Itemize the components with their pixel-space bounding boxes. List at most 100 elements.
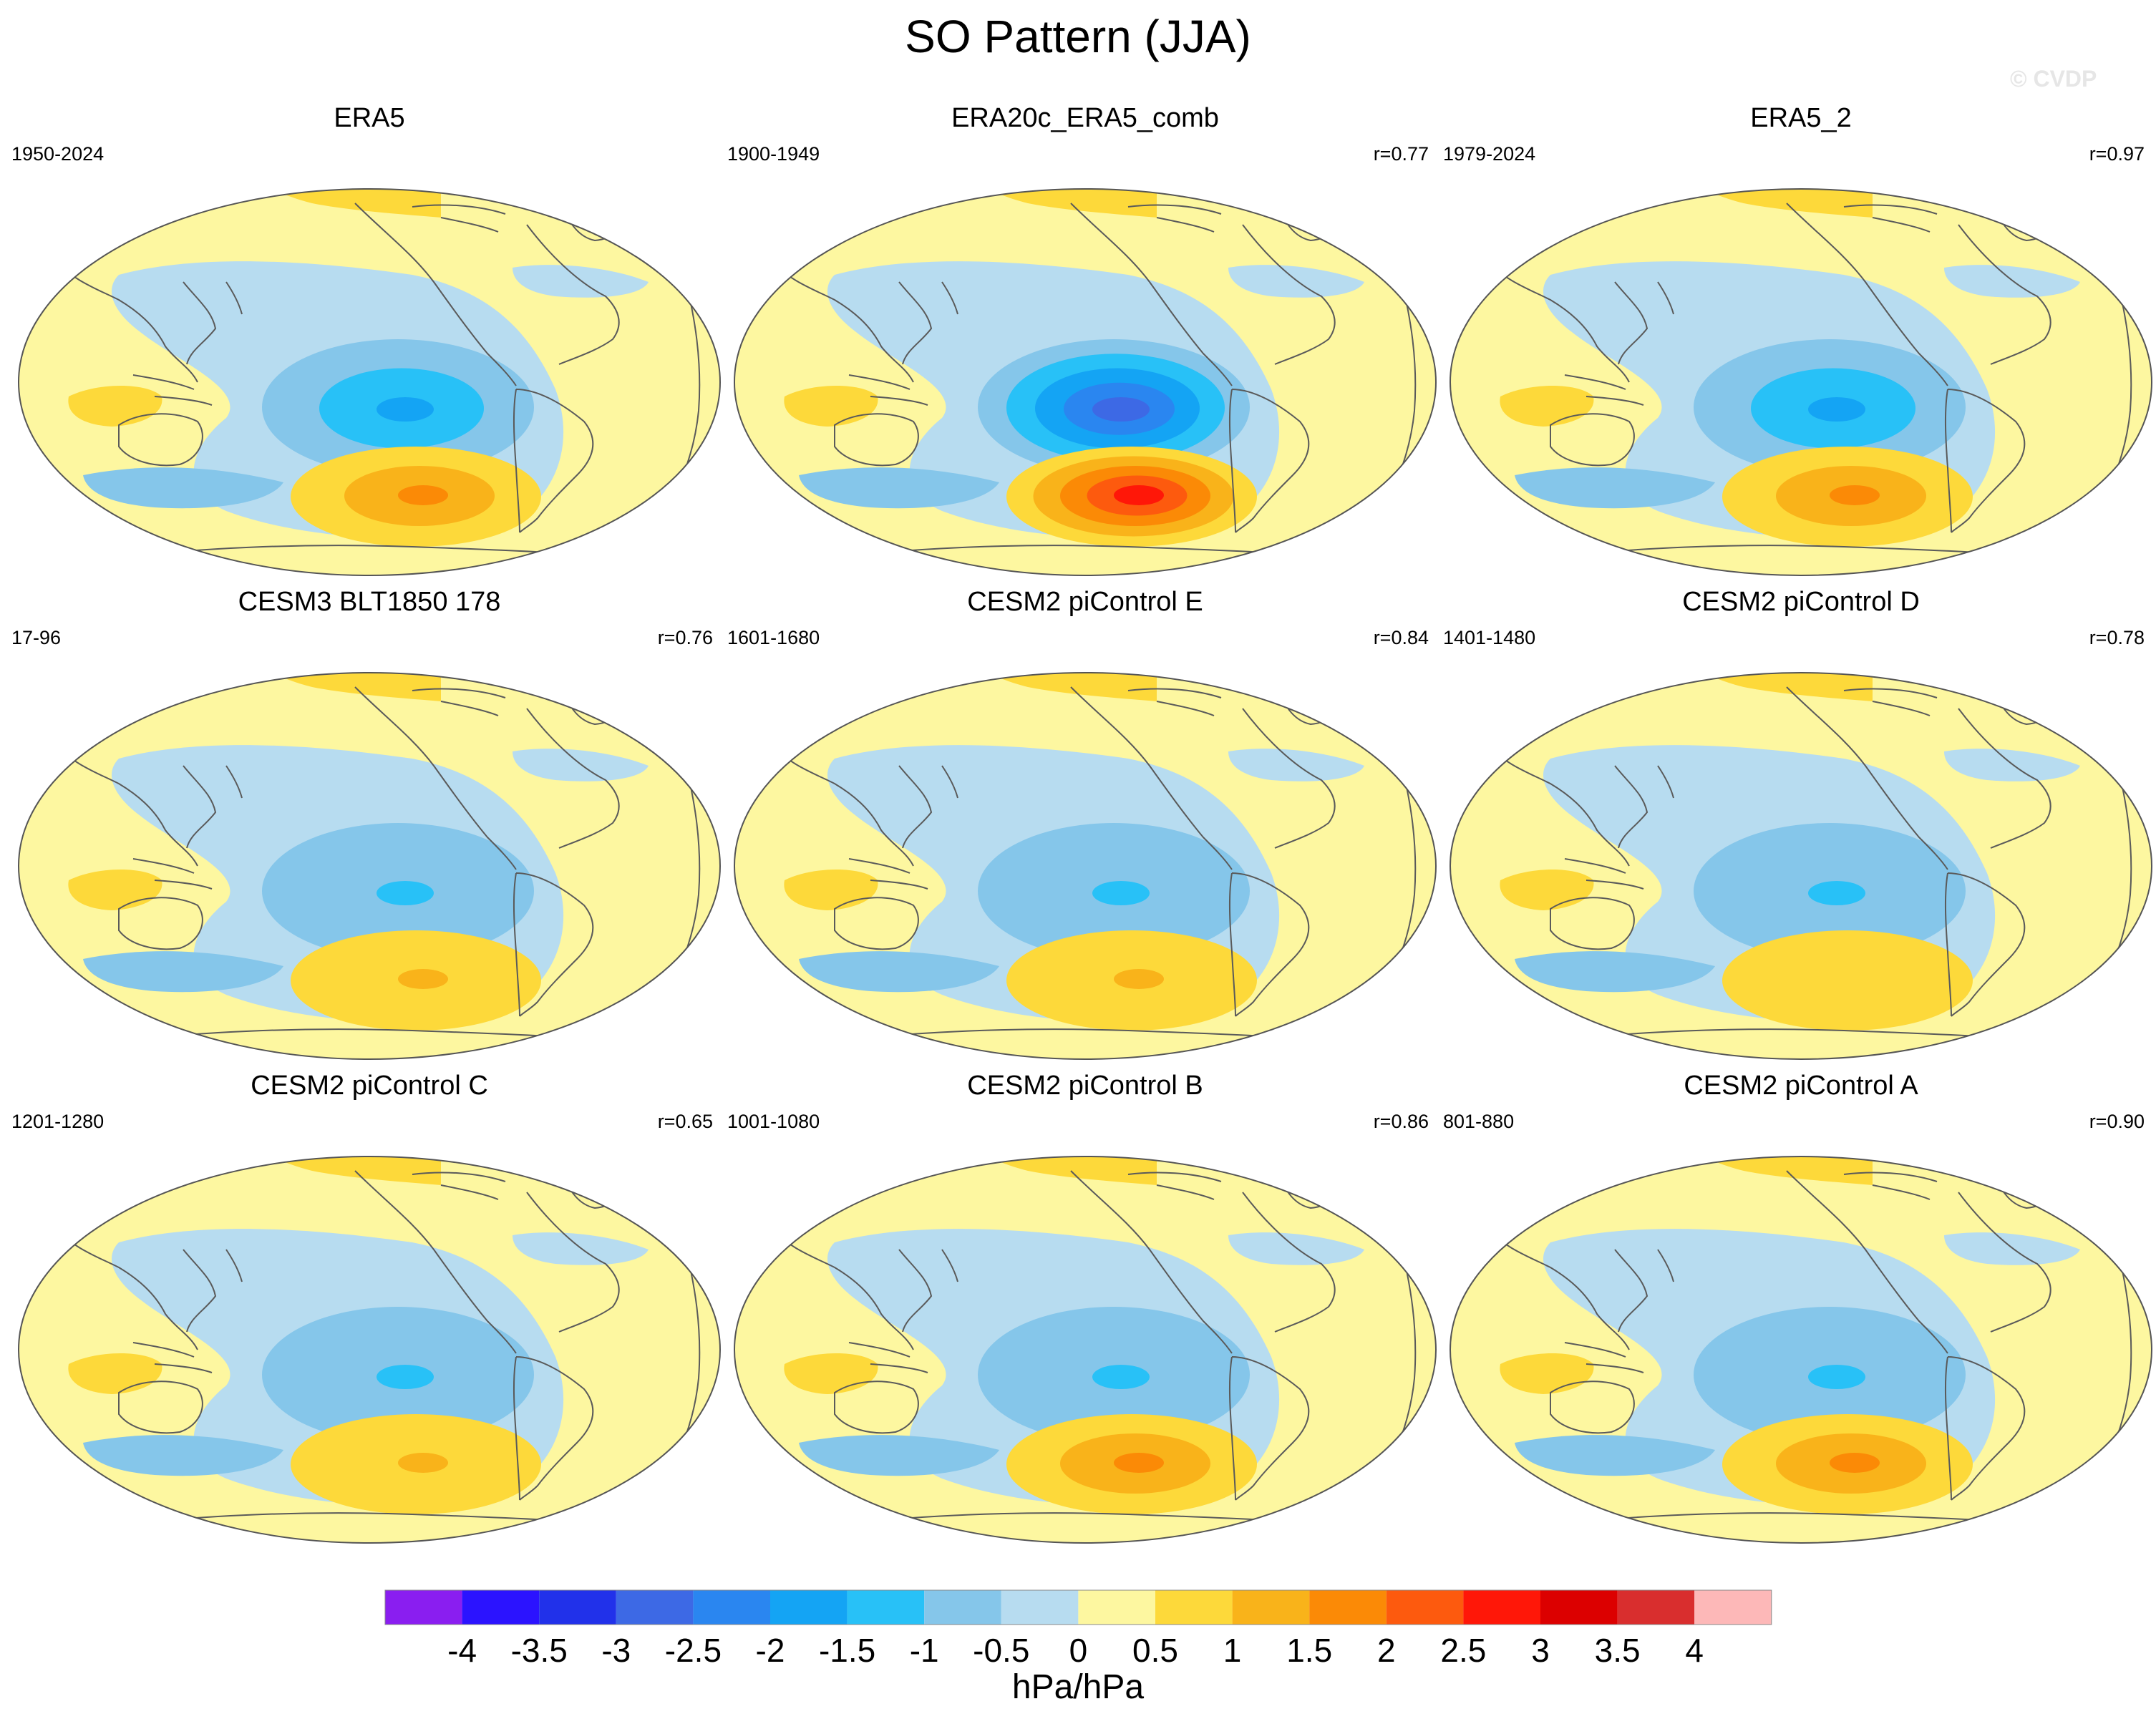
coastline (132, 1342, 213, 1373)
positive-region (1686, 189, 1873, 218)
high-contour (1830, 1453, 1880, 1473)
coastline (898, 765, 933, 849)
positive-region (1686, 1156, 1873, 1185)
high-contour (1114, 969, 1164, 989)
high-contour (398, 485, 448, 505)
colorbar-swatch (924, 1590, 1001, 1625)
coastline (898, 281, 933, 365)
map-border (1450, 1156, 2152, 1544)
coastline (1228, 1356, 1236, 1501)
coastline (941, 765, 958, 799)
colorbar-tick-label: 1.5 (1286, 1632, 1332, 1669)
negative-region (799, 951, 999, 993)
colorbar-tick-label: 1 (1223, 1632, 1242, 1669)
coastline (54, 1227, 198, 1350)
panel-years: 1900-1949 (727, 143, 820, 165)
coastline (1228, 389, 1236, 533)
coastline (1944, 872, 1952, 1017)
coastline (1657, 765, 1674, 799)
positive-region (255, 673, 441, 701)
coastline (526, 708, 620, 849)
coastline (515, 872, 594, 1017)
positive-region (971, 189, 1157, 218)
coastline (1070, 203, 1233, 386)
map-plot (18, 1156, 721, 1544)
colorbar-swatch (616, 1590, 694, 1625)
panel-years: 1950-2024 (11, 143, 105, 165)
panel-title: CESM2 piControl D (1682, 587, 1920, 617)
colorbar-tick-label: 2 (1377, 1632, 1396, 1669)
panel-years: 1401-1480 (1443, 627, 1536, 648)
panel-correlation: r=0.84 (1373, 627, 1429, 648)
negative-region (83, 951, 283, 993)
map-panel: ERA5 1950-2024 (11, 103, 727, 590)
coastline (848, 858, 928, 890)
coastline (1947, 872, 2026, 1017)
panel-correlation: r=0.76 (657, 627, 713, 648)
coastline (941, 281, 958, 315)
positive-region (1686, 673, 1873, 701)
colorbar-swatch (1386, 1590, 1464, 1625)
colorbar-swatch (1155, 1590, 1233, 1625)
coastline (769, 744, 914, 867)
colorbar-tick-label: 2.5 (1440, 1632, 1486, 1669)
colorbar-tick-label: -0.5 (973, 1632, 1029, 1669)
colorbar-tick-label: 0.5 (1132, 1632, 1178, 1669)
coastline (834, 413, 919, 467)
colorbar-swatch (1078, 1590, 1155, 1625)
coastline (1550, 1380, 1635, 1434)
panel-years: 17-96 (11, 627, 62, 648)
map-plot (1450, 1156, 2152, 1544)
coastline (132, 374, 213, 406)
map-panel: CESM2 piControl B 1001-1080 r=0.86 (727, 1071, 1443, 1557)
colorbar-swatch (1694, 1590, 1772, 1625)
high-contour (1722, 930, 1973, 1031)
colorbar-swatch (462, 1590, 540, 1625)
coastline (1231, 872, 1310, 1017)
panel-years: 801-880 (1443, 1111, 1515, 1132)
coastline (1485, 1227, 1630, 1350)
coastline (1550, 897, 1635, 950)
coastline (1786, 203, 1948, 386)
coastline (1786, 1170, 1948, 1354)
positive-region (971, 1156, 1157, 1185)
coastline (769, 1227, 914, 1350)
coastline (1843, 688, 1938, 716)
coastline (1550, 413, 1635, 467)
high-contour (1830, 485, 1880, 505)
colorbar-tick-label: 3 (1531, 1632, 1550, 1669)
negative-region (1515, 951, 1715, 993)
coastline (183, 765, 217, 849)
coastline (1485, 744, 1630, 867)
watermark: © CVDP (2010, 66, 2097, 92)
colorbar-tick-label: 3.5 (1595, 1632, 1641, 1669)
negative-region (1515, 1435, 1715, 1476)
coastline (1127, 688, 1222, 716)
colorbar-swatch (1617, 1590, 1695, 1625)
coastline (513, 1356, 520, 1501)
coastline (412, 688, 506, 716)
map-border (734, 188, 1437, 576)
map-border (734, 672, 1437, 1060)
coastline (225, 765, 243, 799)
colorbar-tick-label: -2 (756, 1632, 785, 1669)
panel-title: ERA20c_ERA5_comb (951, 103, 1219, 133)
coastline (1947, 1356, 2026, 1501)
coastline (1958, 708, 2051, 849)
high-contour (398, 969, 448, 989)
map-panel: CESM2 piControl C 1201-1280 r=0.65 (11, 1071, 727, 1557)
coastline (848, 1342, 928, 1373)
colorbar-tick-label: 0 (1069, 1632, 1088, 1669)
coastline (118, 1380, 203, 1434)
panel-title: CESM2 piControl C (251, 1071, 488, 1101)
panel-title: CESM2 piControl E (967, 587, 1203, 617)
coastline (834, 1380, 919, 1434)
low-contour (377, 397, 434, 422)
coastline (132, 858, 213, 890)
coastline (118, 413, 203, 467)
high-contour (398, 1453, 448, 1473)
coastline (1564, 858, 1644, 890)
panel-correlation: r=0.78 (2089, 627, 2145, 648)
coastline (515, 389, 594, 533)
